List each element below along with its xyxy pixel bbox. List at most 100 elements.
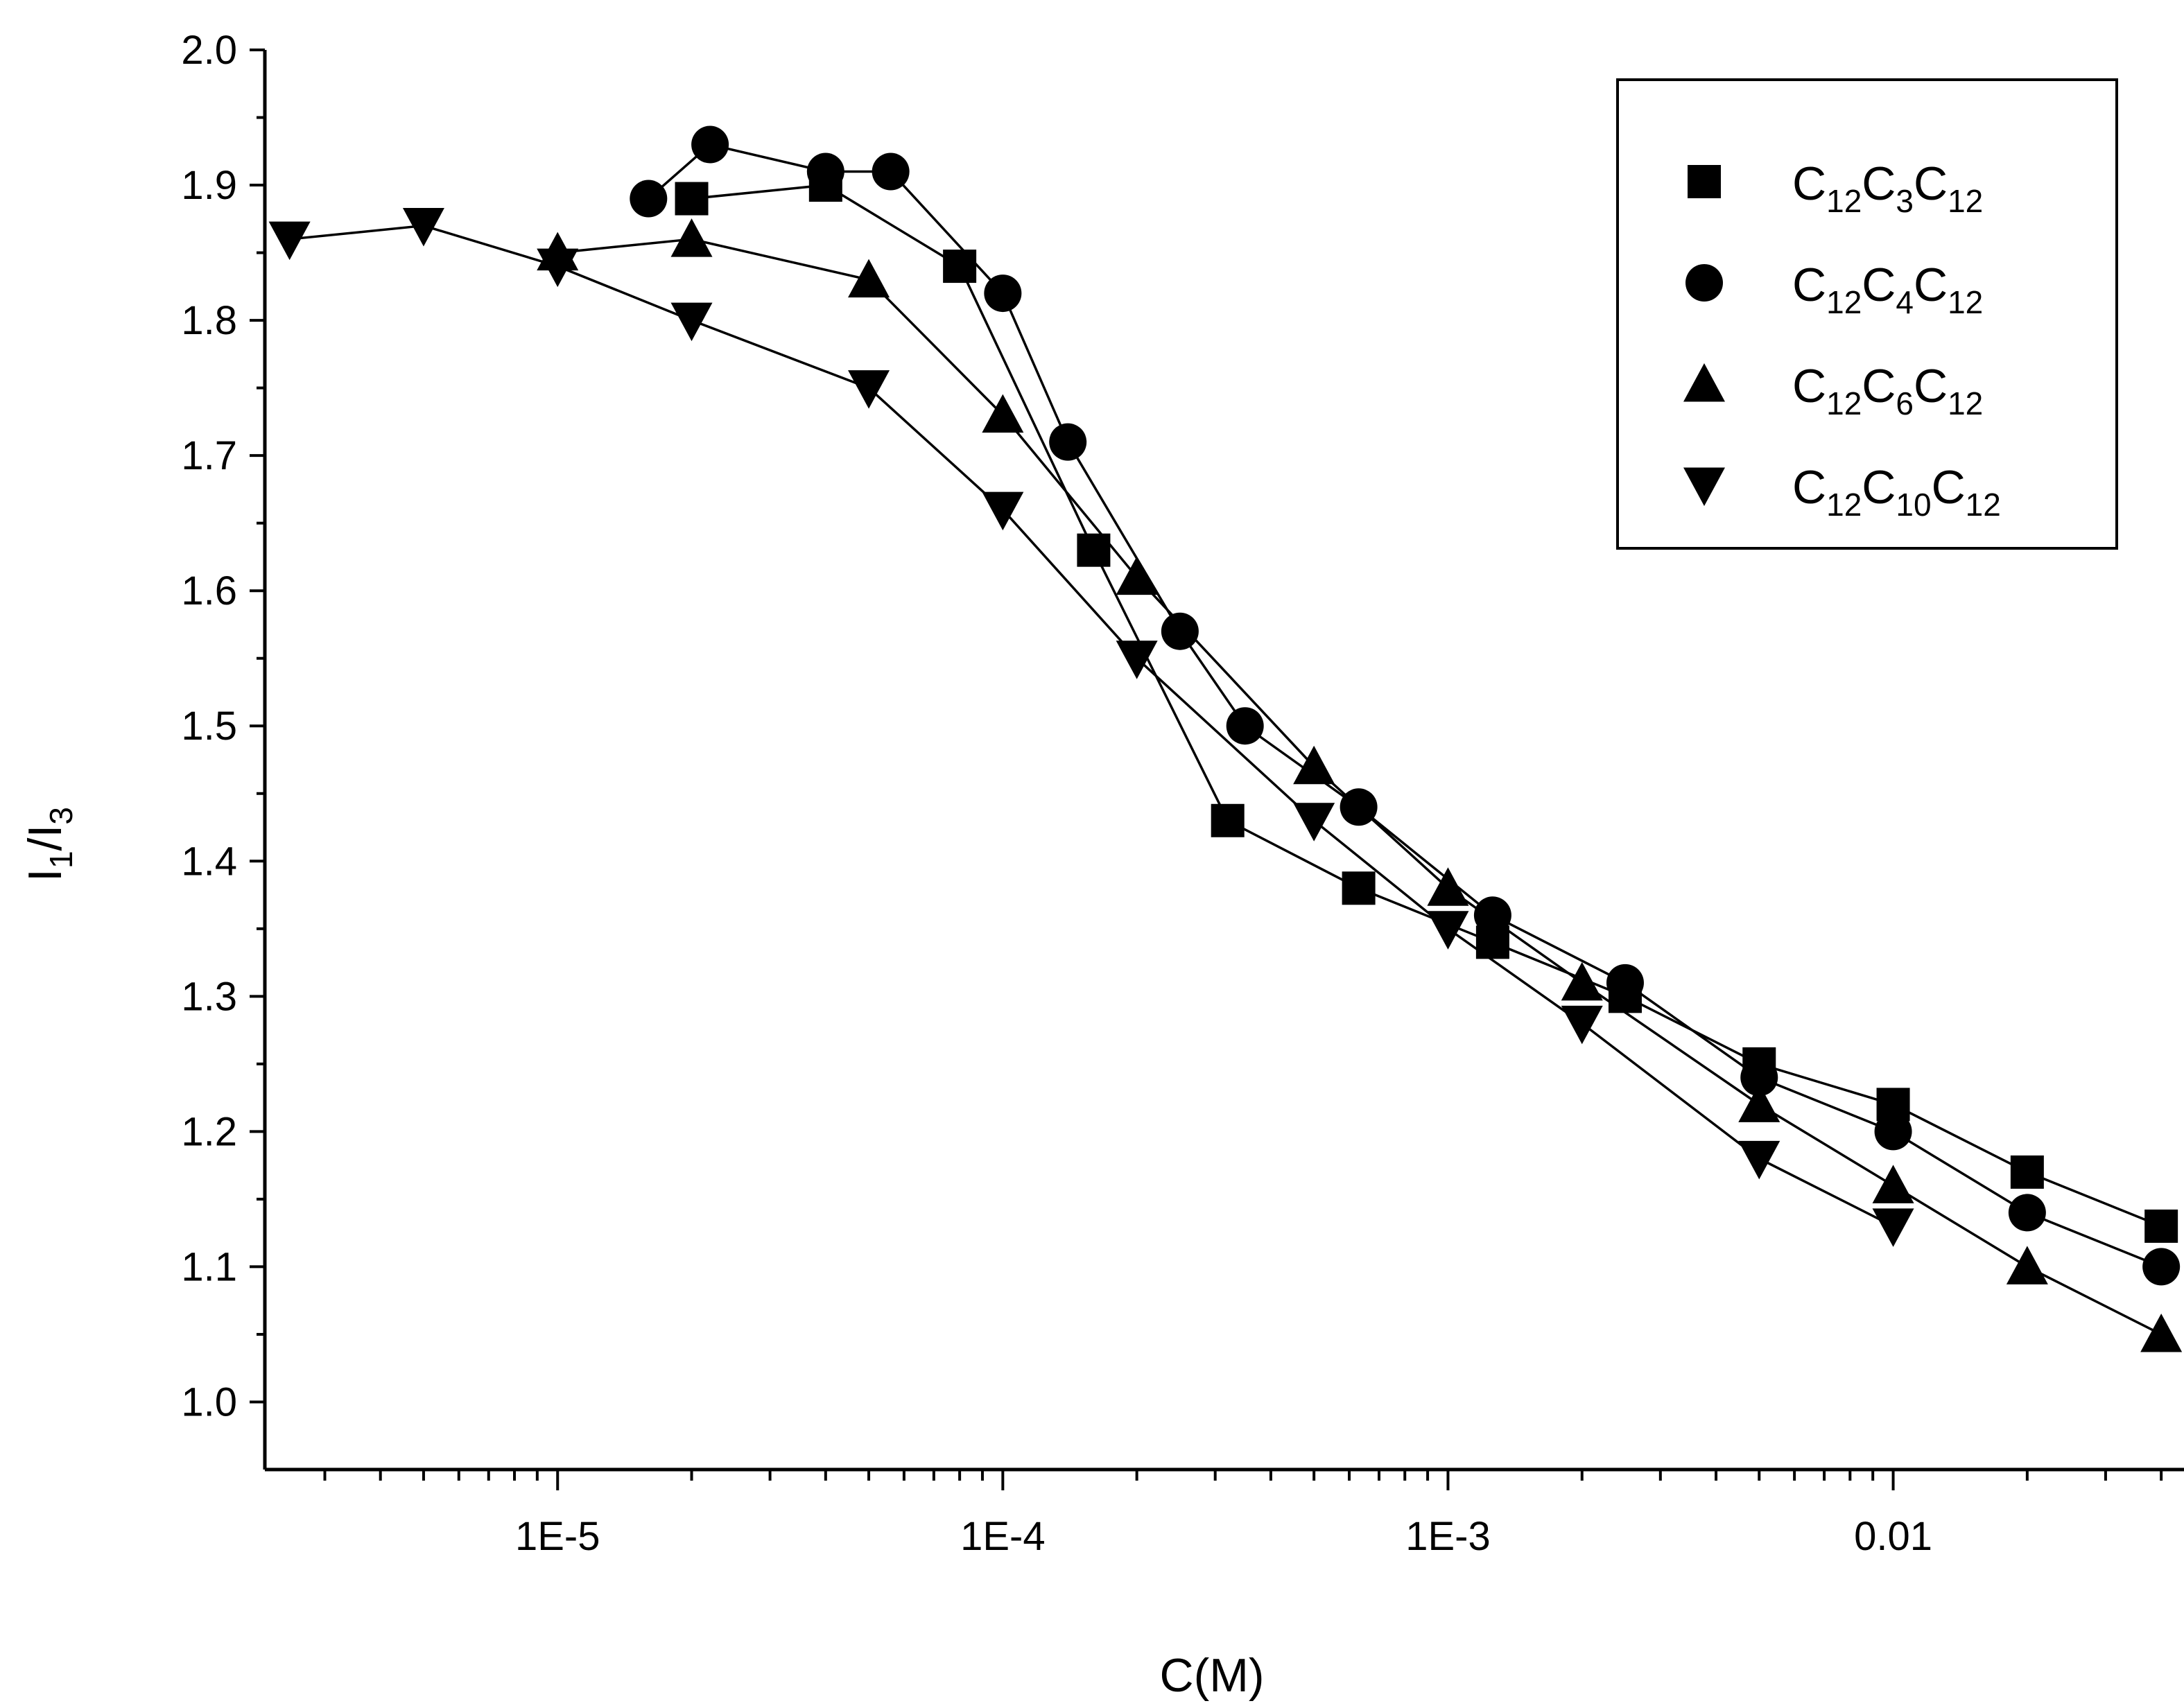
- axis-ticks: 1.0 1.1 1.2 1.3 1.4 1.5 1.6 1.7 1.8 1.9 2.0 1E-5 1E-…: [181, 28, 2163, 1559]
- legend-label-text: C: [1914, 360, 1948, 412]
- data-point-triangle-down: [982, 491, 1024, 531]
- axes-frame: [263, 50, 2184, 1472]
- data-point-square: [1077, 533, 1111, 567]
- legend-label-text: C: [1862, 157, 1896, 210]
- data-point-square: [675, 182, 709, 216]
- legend-label-subscript: 12: [1948, 385, 1983, 421]
- legend-label: C12C10C12: [1792, 461, 2001, 523]
- data-point-circle: [1606, 964, 1644, 1002]
- data-point-triangle-down: [268, 221, 311, 261]
- x-tick-label: 1E-5: [515, 1514, 600, 1559]
- legend-label-subscript: 12: [1826, 284, 1862, 320]
- legend-label: C12C3C12: [1792, 157, 1983, 219]
- data-point-triangle-down: [1561, 1005, 1603, 1045]
- x-tick-label: 1E-3: [1405, 1514, 1491, 1559]
- legend-label-subscript: 12: [1966, 487, 2001, 523]
- y-tick-label: 1.0: [181, 1379, 237, 1424]
- data-point-circle: [1473, 896, 1511, 934]
- data-point-triangle-up: [848, 259, 890, 298]
- data-point-circle: [1340, 788, 1378, 826]
- data-point-square: [2010, 1155, 2044, 1189]
- legend-marker-triangle-down: [1683, 467, 1725, 506]
- y-axis-title-sep: /I: [19, 825, 71, 851]
- series-markers: [268, 125, 2183, 1352]
- y-axis-title: I1/I3: [19, 807, 79, 882]
- legend-label-subscript: 12: [1948, 284, 1983, 320]
- data-point-triangle-up: [2140, 1313, 2183, 1352]
- y-tick-label: 1.1: [181, 1244, 237, 1289]
- legend-label-subscript: 12: [1826, 487, 1862, 523]
- legend-label-text: C: [1792, 157, 1826, 210]
- data-point-circle: [1161, 612, 1199, 650]
- legend-label-subscript: 12: [1948, 183, 1983, 219]
- y-tick-label: 1.6: [181, 568, 237, 613]
- y-tick-label: 1.3: [181, 974, 237, 1019]
- legend-label-text: C: [1914, 259, 1948, 311]
- legend-label-text: C: [1792, 461, 1826, 514]
- y-tick-label: 2.0: [181, 28, 237, 73]
- legend-label-subscript: 10: [1896, 487, 1931, 523]
- legend-label-subscript: 12: [1826, 385, 1862, 421]
- legend-marker-square: [1688, 165, 1721, 198]
- y-tick-label: 1.8: [181, 298, 237, 343]
- series-line-triangle-up: [557, 238, 2162, 1336]
- data-point-triangle-down: [670, 302, 713, 342]
- data-point-triangle-down: [402, 208, 444, 247]
- legend-label-text: C: [1862, 461, 1896, 514]
- data-point-triangle-up: [982, 394, 1024, 433]
- data-point-circle: [1740, 1058, 1778, 1097]
- data-point-triangle-up: [1738, 1083, 1780, 1122]
- data-point-triangle-up: [1427, 867, 1469, 906]
- legend-marker-circle: [1685, 264, 1723, 302]
- data-point-square: [2144, 1209, 2178, 1243]
- y-tick-label: 1.9: [181, 163, 237, 208]
- legend-label-subscript: 3: [1896, 183, 1914, 219]
- x-tick-label: 0.01: [1854, 1514, 1932, 1559]
- data-point-triangle-down: [1427, 911, 1469, 950]
- y-tick-label: 1.7: [181, 433, 237, 478]
- legend-label: C12C6C12: [1792, 360, 1983, 421]
- data-point-circle: [2142, 1248, 2181, 1286]
- data-point-triangle-up: [1872, 1165, 1914, 1203]
- data-point-circle: [1049, 423, 1087, 461]
- x-tick-label: 1E-4: [960, 1514, 1046, 1559]
- data-point-circle: [1874, 1113, 1912, 1151]
- y-axis-title-sub1: 1: [43, 851, 79, 869]
- legend-marker-triangle-up: [1683, 363, 1725, 402]
- data-point-circle: [630, 180, 668, 218]
- legend-label-text: C: [1862, 360, 1896, 412]
- data-point-circle: [806, 152, 844, 191]
- data-point-circle: [984, 274, 1022, 313]
- data-point-triangle-down: [1116, 640, 1158, 679]
- series-line-triangle-down: [289, 224, 1894, 1228]
- y-axis-title-main: I: [19, 869, 71, 882]
- data-point-triangle-down: [537, 248, 579, 288]
- data-point-triangle-up: [670, 218, 713, 257]
- data-point-square: [943, 250, 977, 284]
- data-point-triangle-down: [1293, 803, 1335, 842]
- data-point-square: [1342, 871, 1376, 905]
- data-point-triangle-up: [1561, 961, 1603, 1001]
- legend-label-text: C: [1862, 259, 1896, 311]
- legend-label-subscript: 12: [1826, 183, 1862, 219]
- y-tick-label: 1.4: [181, 839, 237, 884]
- data-point-circle: [2008, 1194, 2046, 1232]
- data-point-circle: [691, 125, 729, 164]
- data-point-triangle-up: [2006, 1246, 2048, 1284]
- data-point-circle: [1226, 707, 1264, 745]
- data-point-square: [1211, 803, 1245, 837]
- y-axis-title-sub2: 3: [43, 807, 79, 825]
- data-point-triangle-down: [1738, 1140, 1780, 1180]
- data-point-triangle-up: [1116, 556, 1158, 595]
- y-tick-label: 1.5: [181, 704, 237, 749]
- data-point-triangle-down: [848, 370, 890, 409]
- legend-label: C12C4C12: [1792, 259, 1983, 320]
- legend-label-text: C: [1792, 360, 1826, 412]
- legend-label-text: C: [1914, 157, 1948, 210]
- legend-label-subscript: 6: [1896, 385, 1914, 421]
- data-point-triangle-up: [1293, 745, 1335, 785]
- y-tick-label: 1.2: [181, 1109, 237, 1154]
